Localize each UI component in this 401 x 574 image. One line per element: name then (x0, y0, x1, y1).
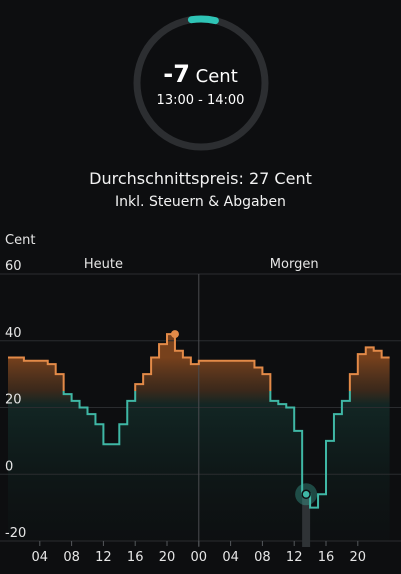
x-tick-label: 16 (318, 550, 335, 565)
price-line (8, 333, 390, 509)
y-tick-label: -20 (5, 526, 26, 541)
y-tick-label: 60 (5, 259, 22, 274)
y-tick-label: 40 (5, 326, 22, 341)
x-tick-label: 12 (95, 550, 112, 565)
current-price-value: -7 (163, 60, 190, 88)
x-tick-label: 20 (350, 550, 367, 565)
current-point-marker[interactable] (301, 489, 311, 500)
day-label-tomorrow: Morgen (270, 257, 319, 272)
current-price-unit: Cent (195, 66, 238, 87)
y-tick-label: 20 (5, 393, 22, 408)
x-tick-label: 08 (63, 550, 80, 565)
day-label-today: Heute (84, 257, 123, 272)
current-price: -7 Cent (0, 60, 401, 88)
average-price: Durchschnittspreis: 27 Cent (89, 169, 312, 188)
x-tick-label: 08 (254, 550, 271, 565)
x-tick-label: 16 (127, 550, 144, 565)
now-marker (170, 330, 179, 339)
price-chart[interactable]: 60 40 20 0 -20 Heute Morgen 04 08 12 16 20 00 04 08 12 1… (0, 240, 401, 574)
current-time-range: 13:00 - 14:00 (156, 93, 245, 108)
current-hour-bar[interactable] (302, 494, 311, 547)
x-tick-label: 00 (191, 550, 208, 565)
x-tick-label: 12 (286, 550, 303, 565)
x-tick-label: 20 (159, 550, 176, 565)
x-tick-label: 04 (222, 550, 239, 565)
tax-note: Inkl. Steuern & Abgaben (115, 194, 286, 210)
y-axis-unit-label: Cent (5, 233, 36, 248)
current-price-gauge (133, 15, 269, 151)
x-tick-label: 04 (32, 550, 49, 565)
gauge-progress-arc (187, 15, 219, 25)
y-tick-label: 0 (5, 459, 13, 474)
